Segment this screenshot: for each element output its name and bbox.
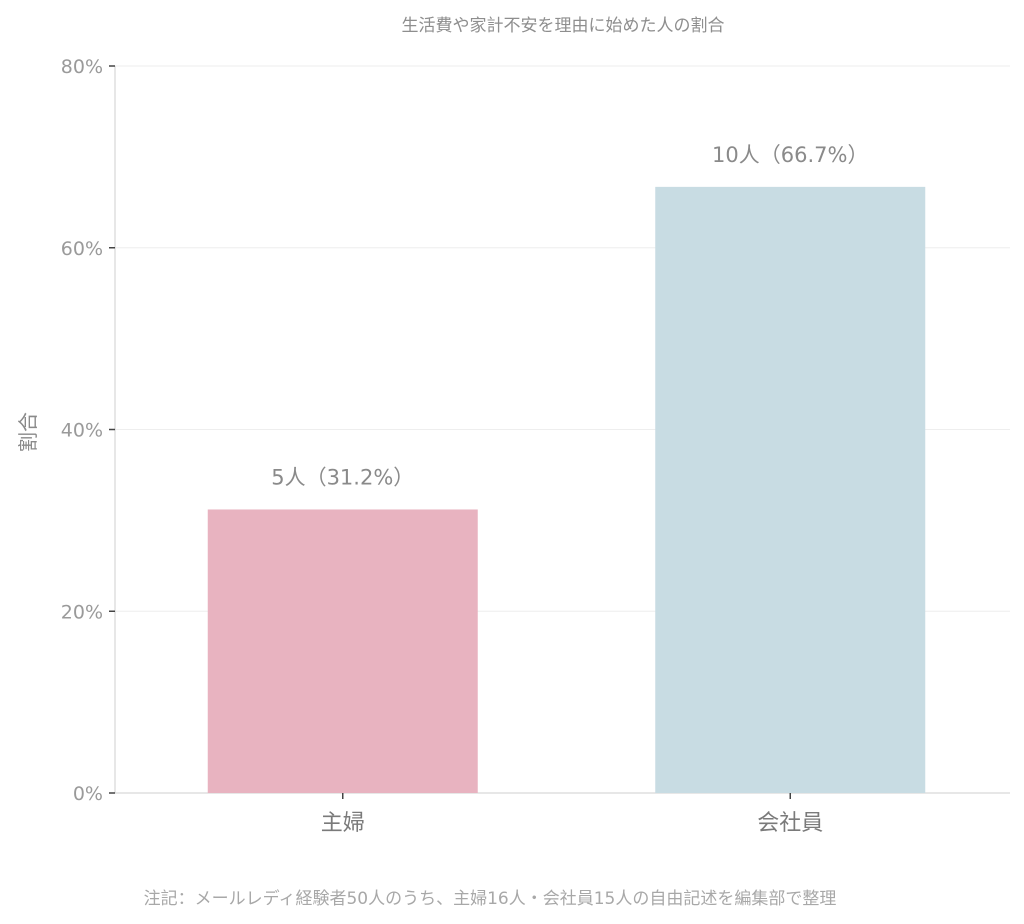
x-tick-label-2: 会社員 [757,811,823,836]
data-labels: 5人（31.2%） 10人（66.7%） [271,143,868,490]
data-label-1: 5人（31.2%） [271,465,414,489]
data-label-2: 10人（66.7%） [712,143,868,167]
bars [207,186,926,793]
y-tick-label: 40% [61,420,103,442]
y-tick-label: 80% [61,56,103,78]
y-tick-label: 60% [61,238,103,260]
chart-title: 生活費や家計不安を理由に始めた人の割合 [402,16,725,36]
bar-2 [655,186,926,793]
y-tick-label: 0% [73,783,103,805]
footnote: 注記：メールレディ経験者50人のうち、主婦16人・会社員15人の自由記述を編集部… [144,888,837,909]
bar-1 [207,509,478,793]
y-axis-ticks: 0% 20% 40% 60% 80% [61,56,115,805]
y-axis-label: 割合 [16,412,40,452]
x-axis-ticks: 主婦 会社員 [321,793,823,836]
y-tick-label: 20% [61,601,103,623]
x-tick-label-1: 主婦 [321,811,365,836]
